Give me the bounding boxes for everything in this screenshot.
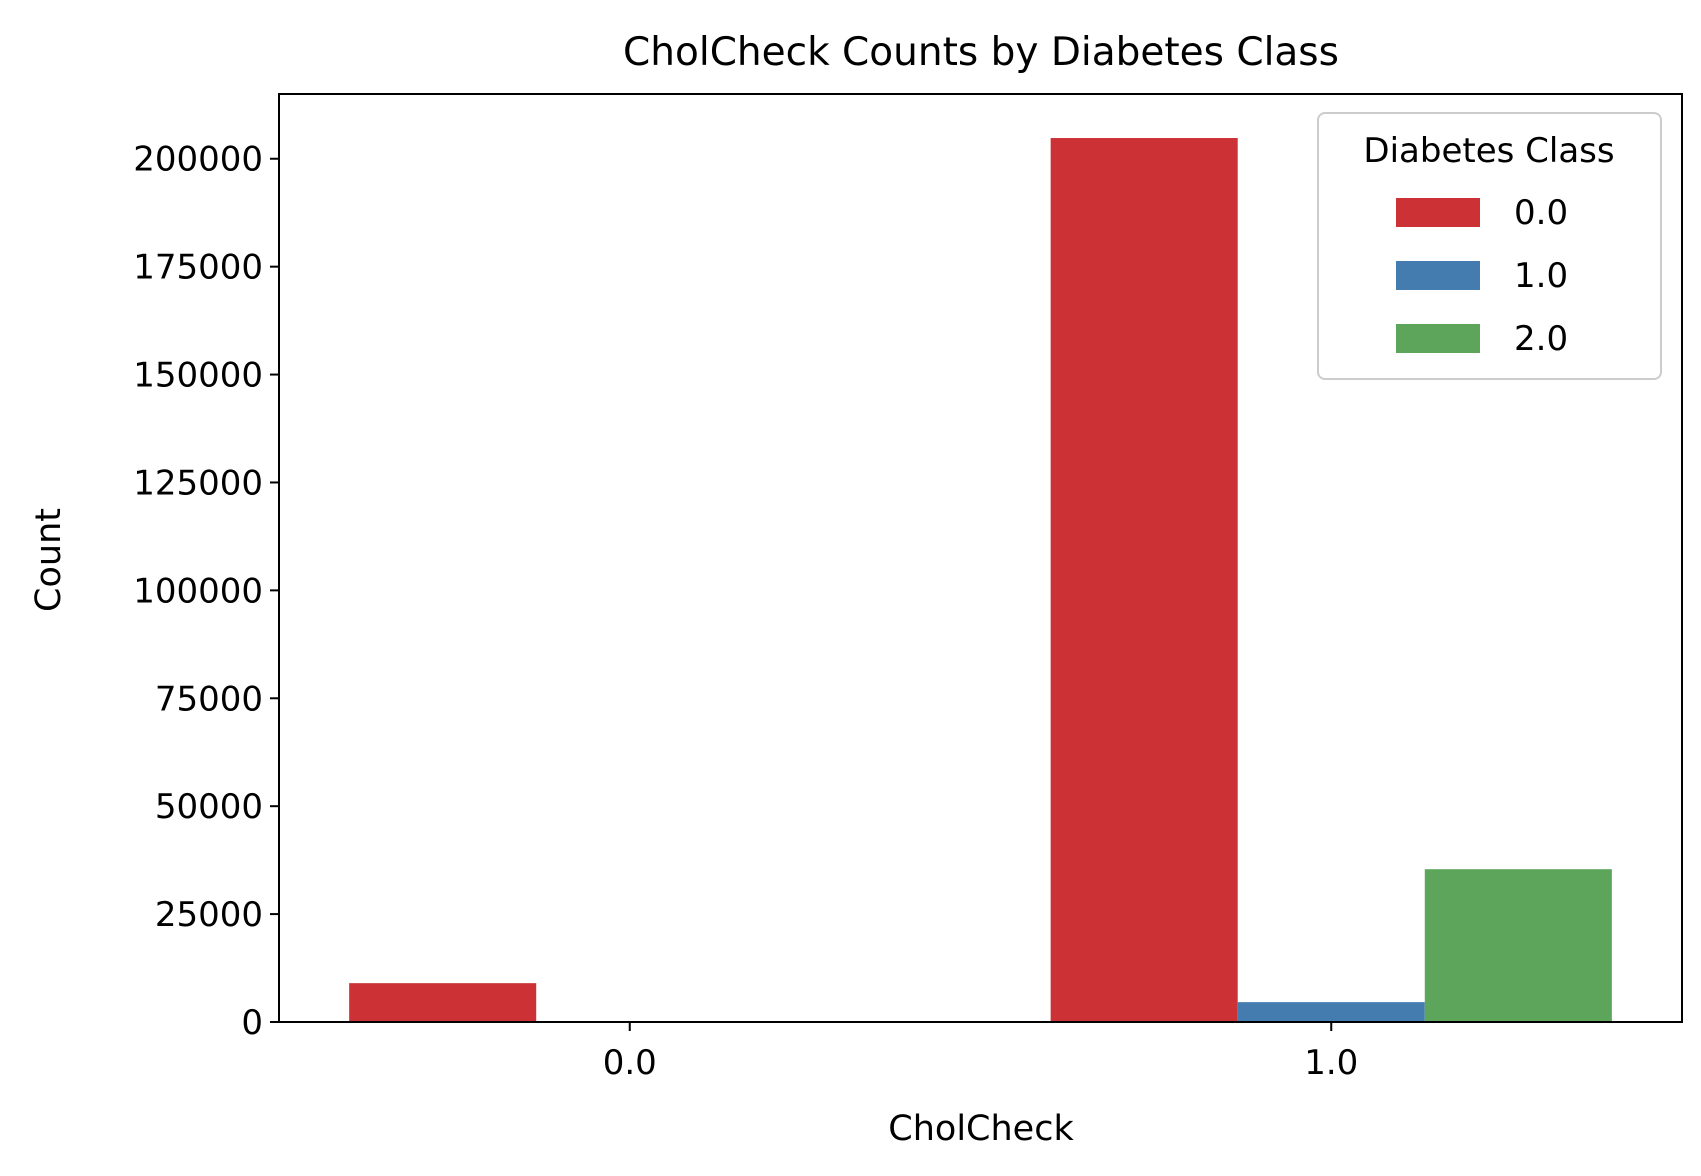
legend-swatch [1396, 261, 1480, 290]
plot-frame [278, 93, 1683, 1023]
legend-label: 1.0 [1514, 256, 1568, 296]
y-tick-label: 175000 [133, 248, 263, 288]
y-tick-label: 200000 [133, 140, 263, 180]
y-tick-label: 100000 [133, 571, 263, 611]
y-tick-label: 75000 [155, 679, 263, 719]
bar-0-0-cat-1-0 [1050, 138, 1238, 1022]
legend-swatch [1396, 324, 1480, 353]
x-tick-label: 0.0 [603, 1043, 657, 1083]
bar-1-0-cat-1-0 [1237, 1002, 1425, 1022]
legend-title: Diabetes Class [1363, 131, 1614, 171]
y-tick-label: 125000 [133, 463, 263, 503]
chart-title: CholCheck Counts by Diabetes Class [623, 30, 1339, 75]
legend: Diabetes Class 0.0 1.0 2.0 [1317, 112, 1662, 380]
legend-label: 2.0 [1514, 319, 1568, 359]
y-axis-label: Count [29, 508, 69, 612]
legend-items: 0.0 1.0 2.0 [1396, 193, 1568, 359]
y-tick-label: 150000 [133, 356, 263, 396]
x-axis-label: CholCheck [888, 1109, 1074, 1149]
y-tick-label: 50000 [155, 787, 263, 827]
x-axis: 0.0 1.0 [603, 1022, 1358, 1083]
bars-group [349, 138, 1612, 1022]
x-tick-label: 1.0 [1304, 1043, 1358, 1083]
y-tick-label: 0 [241, 1003, 263, 1043]
legend-box [1317, 112, 1662, 380]
y-tick-label: 25000 [155, 895, 263, 935]
legend-label: 0.0 [1514, 193, 1568, 233]
bar-2-0-cat-1-0 [1424, 869, 1612, 1022]
bar-0-0-cat-0-0 [349, 983, 537, 1022]
y-axis: 0 25000 50000 75000 100000 125000 150000 175000… [133, 140, 279, 1043]
legend-swatch [1396, 198, 1480, 227]
